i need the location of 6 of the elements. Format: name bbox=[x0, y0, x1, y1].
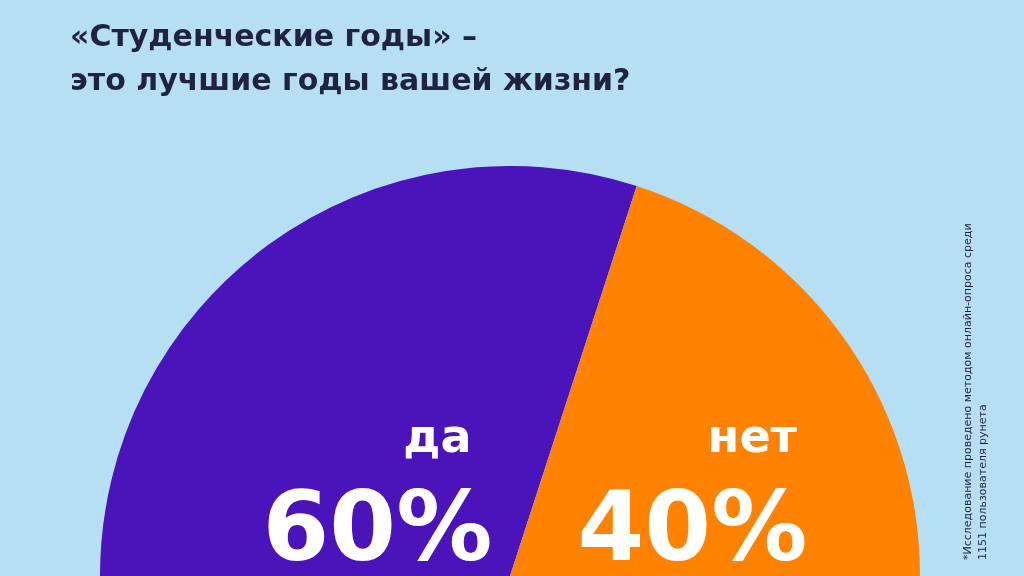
data-label: 40% bbox=[577, 471, 808, 576]
data-label: 60% bbox=[262, 471, 493, 576]
slice-label: нет bbox=[707, 409, 798, 463]
text: *Исследование проведено методом онлайн-опроса среди 1151 пользователя рунета bbox=[960, 222, 990, 560]
chart-title: «Студенческие годы» – это лучшие годы вашей жизни? bbox=[70, 17, 631, 99]
slice-label: да bbox=[403, 409, 472, 463]
